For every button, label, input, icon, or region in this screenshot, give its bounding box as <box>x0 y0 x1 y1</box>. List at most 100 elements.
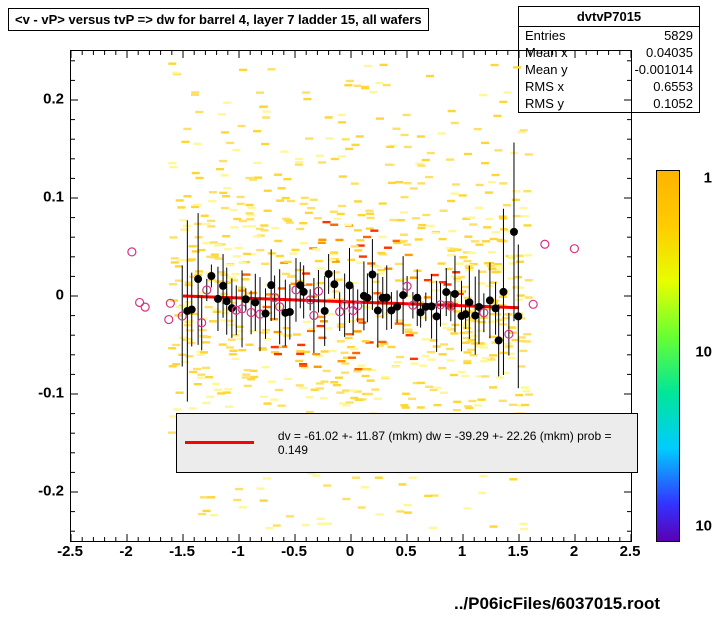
heatmap-cell <box>440 210 448 212</box>
heatmap-cell <box>169 365 177 367</box>
heatmap-cell <box>202 367 210 369</box>
heatmap-cell <box>453 310 461 312</box>
heatmap-cell <box>406 334 414 336</box>
heatmap-cell <box>342 138 350 140</box>
heatmap-cell <box>418 224 426 226</box>
heatmap-cell <box>172 344 180 346</box>
heatmap-cell <box>296 228 304 230</box>
heatmap-cell <box>499 400 507 402</box>
heatmap-cell <box>362 375 370 377</box>
heatmap-cell <box>219 160 227 162</box>
heatmap-cell <box>464 153 472 155</box>
heatmap-cell <box>519 350 527 352</box>
data-point-filled <box>486 296 494 304</box>
x-tick-label: -1.5 <box>169 543 195 560</box>
heatmap-cell <box>479 271 487 273</box>
stats-label: Entries <box>525 28 565 43</box>
heatmap-cell <box>296 350 304 352</box>
heatmap-cell <box>417 135 425 137</box>
heatmap-cell <box>237 196 245 198</box>
heatmap-cell <box>417 406 425 408</box>
heatmap-cell <box>229 350 237 352</box>
data-point-filled <box>433 312 441 320</box>
heatmap-cell <box>232 358 240 360</box>
heatmap-cell <box>426 75 434 77</box>
heatmap-cell <box>491 174 499 176</box>
heatmap-cell <box>521 386 529 388</box>
heatmap-cell <box>405 254 413 256</box>
heatmap-cell <box>448 230 456 232</box>
heatmap-cell <box>238 125 246 127</box>
heatmap-cell <box>242 373 250 375</box>
heatmap-cell <box>477 342 485 344</box>
heatmap-cell <box>408 398 416 400</box>
heatmap-cell <box>183 195 191 197</box>
data-point-filled <box>207 272 215 280</box>
heatmap-cell <box>261 143 269 145</box>
stats-value: 0.6553 <box>653 79 693 94</box>
heatmap-cell <box>318 239 326 241</box>
heatmap-cell <box>354 229 362 231</box>
heatmap-cell <box>284 378 292 380</box>
heatmap-cell <box>314 217 322 219</box>
heatmap-cell <box>342 389 350 391</box>
heatmap-cell <box>197 376 205 378</box>
data-point-open <box>529 300 537 308</box>
heatmap-cell <box>484 262 492 264</box>
data-point-filled <box>286 308 294 316</box>
data-point-filled <box>242 295 250 303</box>
heatmap-cell <box>353 370 361 372</box>
heatmap-cell <box>331 158 339 160</box>
file-path: ../P06icFiles/6037015.root <box>454 594 660 614</box>
heatmap-cell <box>223 187 231 189</box>
heatmap-cell <box>346 401 354 403</box>
heatmap-cell <box>268 252 276 254</box>
heatmap-cell <box>440 343 448 345</box>
heatmap-cell <box>386 146 394 148</box>
heatmap-cell <box>354 368 362 370</box>
heatmap-cell <box>344 224 352 226</box>
heatmap-cell <box>468 400 476 402</box>
heatmap-cell <box>401 196 409 198</box>
heatmap-cell <box>337 324 345 326</box>
heatmap-cell <box>181 141 189 143</box>
heatmap-cell <box>489 354 497 356</box>
heatmap-cell <box>432 289 440 291</box>
heatmap-cell <box>221 174 229 176</box>
heatmap-cell <box>481 375 489 377</box>
heatmap-cell <box>373 266 381 268</box>
heatmap-cell <box>224 388 232 390</box>
heatmap-cell <box>504 91 512 93</box>
fit-line-sample <box>185 441 254 444</box>
heatmap-cell <box>463 351 471 353</box>
heatmap-cell <box>446 348 454 350</box>
heatmap-cell <box>181 229 189 231</box>
heatmap-cell <box>209 191 217 193</box>
heatmap-cell <box>525 296 533 298</box>
data-point-filled <box>399 291 407 299</box>
heatmap-cell <box>489 386 497 388</box>
heatmap-cell <box>301 197 309 199</box>
heatmap-cell <box>177 306 185 308</box>
data-point-filled <box>262 310 270 318</box>
heatmap-cell <box>479 475 487 477</box>
heatmap-cell <box>201 215 209 217</box>
heatmap-cell <box>258 347 266 349</box>
heatmap-cell <box>238 349 246 351</box>
heatmap-cell <box>202 402 210 404</box>
heatmap-cell <box>253 162 261 164</box>
heatmap-cell <box>295 360 303 362</box>
heatmap-cell <box>508 357 516 359</box>
heatmap-cell <box>209 320 217 322</box>
heatmap-cell <box>518 336 526 338</box>
heatmap-cell <box>300 242 308 244</box>
heatmap-cell <box>196 354 204 356</box>
heatmap-cell <box>274 331 282 333</box>
heatmap-cell <box>404 182 412 184</box>
heatmap-cell <box>494 263 502 265</box>
heatmap-cell <box>501 372 509 374</box>
y-tick-label: -0.1 <box>4 385 64 402</box>
y-tick-label: 0 <box>4 287 64 304</box>
heatmap-cell <box>191 91 199 93</box>
heatmap-cell <box>299 222 307 224</box>
